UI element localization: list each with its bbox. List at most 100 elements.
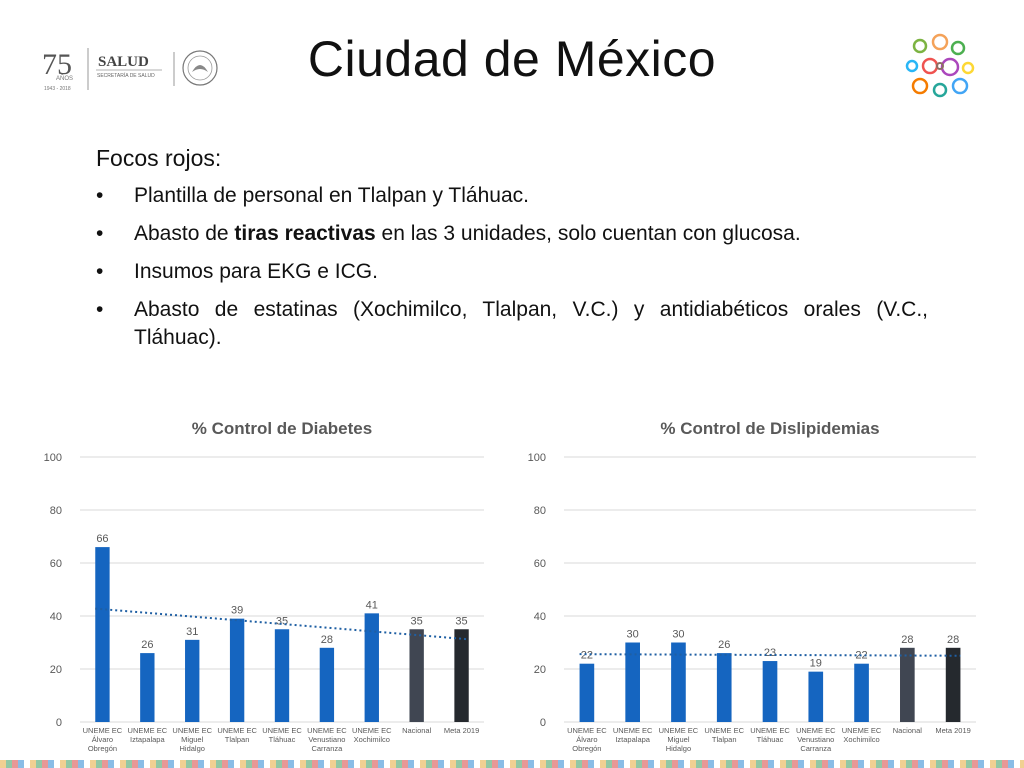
x-tick-label: Álvaro bbox=[92, 735, 113, 744]
data-label: 35 bbox=[276, 615, 288, 627]
x-tick-label: UNEME EC bbox=[842, 726, 882, 735]
bar bbox=[140, 653, 155, 722]
bar bbox=[854, 663, 869, 722]
x-tick-label: Meta 2019 bbox=[935, 726, 970, 735]
bullet-run-bold: tiras reactivas bbox=[234, 222, 376, 245]
x-tick-label: UNEME EC bbox=[567, 726, 607, 735]
bar bbox=[716, 653, 732, 722]
bar bbox=[274, 629, 290, 722]
y-tick-label: 20 bbox=[50, 664, 62, 676]
bar bbox=[454, 629, 469, 722]
bar bbox=[95, 547, 110, 722]
x-tick-label: UNEME EC bbox=[352, 726, 392, 735]
x-tick-label: Nacional bbox=[402, 726, 432, 735]
data-label: 35 bbox=[455, 615, 467, 627]
data-label: 30 bbox=[672, 629, 684, 641]
x-tick-label: Nacional bbox=[893, 726, 923, 735]
decorative-rings-icon bbox=[900, 30, 980, 110]
data-label: 28 bbox=[321, 634, 333, 646]
x-tick-label: Tláhuac bbox=[269, 735, 296, 744]
data-label: 39 bbox=[231, 605, 243, 617]
x-tick-label: Tláhuac bbox=[757, 735, 784, 744]
x-tick-label: Carranza bbox=[311, 744, 343, 753]
bullet-run: Abasto de estatinas (Xochimilco, Tlalpan… bbox=[134, 298, 928, 349]
bar bbox=[945, 647, 961, 722]
x-tick-label: UNEME EC bbox=[750, 726, 790, 735]
data-label: 31 bbox=[186, 626, 198, 638]
data-label: 23 bbox=[764, 647, 776, 659]
data-label: 19 bbox=[810, 658, 822, 670]
bullet-item: • Abasto de estatinas (Xochimilco, Tlalpa… bbox=[96, 296, 928, 352]
y-tick-label: 100 bbox=[528, 452, 546, 464]
x-tick-label: Xochimilco bbox=[354, 735, 390, 744]
y-tick-label: 100 bbox=[44, 452, 62, 464]
x-tick-label: Obregón bbox=[572, 744, 601, 753]
x-tick-label: UNEME EC bbox=[217, 726, 257, 735]
bullet-run: Abasto de bbox=[134, 222, 235, 245]
logo-years: 1943 - 2018 bbox=[44, 86, 71, 92]
data-label: 22 bbox=[581, 650, 593, 662]
y-tick-label: 60 bbox=[50, 558, 62, 570]
y-tick-label: 0 bbox=[540, 717, 546, 729]
x-tick-label: Obregón bbox=[88, 744, 117, 753]
bar bbox=[900, 647, 915, 722]
x-tick-label: Tlalpan bbox=[712, 735, 737, 744]
logo-anniversary-sub: AÑOS bbox=[56, 75, 73, 82]
data-label: 66 bbox=[96, 533, 108, 545]
bullet-dot: • bbox=[96, 260, 104, 283]
y-tick-label: 80 bbox=[50, 505, 62, 517]
slide-title: Ciudad de México bbox=[307, 31, 717, 87]
bullet-text-1: Abasto de tiras reactivas en las 3 unida… bbox=[134, 222, 801, 245]
dyslipidemia-chart: % Control de Dislipidemias 0 20 40 60 80 100 22… bbox=[520, 410, 996, 760]
logo-agency-sub: SECRETARÍA DE SALUD bbox=[97, 72, 155, 79]
bullet-dot: • bbox=[96, 184, 104, 207]
bar bbox=[579, 663, 595, 722]
bar bbox=[364, 613, 379, 722]
data-label: 26 bbox=[718, 639, 730, 651]
dyslipidemia-chart-svg: % Control de Dislipidemias 0 20 40 60 80 100 22… bbox=[528, 419, 976, 753]
data-label: 28 bbox=[901, 634, 913, 646]
bullet-item: • Abasto de tiras reactivas en las 3 unid… bbox=[96, 220, 928, 248]
x-tick-label: UNEME EC bbox=[172, 726, 212, 735]
x-tick-label: Hidalgo bbox=[666, 744, 691, 753]
diabetes-chart-svg: % Control de Diabetes 0 20 40 60 80 100 66 UNEME… bbox=[44, 419, 484, 753]
y-tick-label: 60 bbox=[534, 558, 546, 570]
logo-anniversary-number: 75 bbox=[42, 48, 72, 81]
y-tick-label: 20 bbox=[534, 664, 546, 676]
data-label: 41 bbox=[366, 599, 378, 611]
x-tick-label: Carranza bbox=[800, 744, 832, 753]
data-label: 35 bbox=[411, 615, 423, 627]
data-label: 26 bbox=[141, 639, 153, 651]
y-tick-label: 0 bbox=[56, 717, 62, 729]
x-tick-label: UNEME EC bbox=[613, 726, 653, 735]
bar bbox=[185, 639, 200, 722]
diabetes-chart: % Control de Diabetes 0 20 40 60 80 100 66 UNEME… bbox=[28, 410, 498, 760]
logo-agency: SALUD bbox=[98, 54, 149, 70]
bar bbox=[409, 629, 424, 722]
bullet-run: en las 3 unidades, solo cuentan con gluc… bbox=[375, 222, 801, 245]
x-tick-label: UNEME EC bbox=[128, 726, 168, 735]
bullet-run: Insumos para EKG e ICG. bbox=[134, 260, 378, 283]
bar bbox=[319, 647, 335, 722]
slide-content: Focos rojos: • Plantilla de personal en T… bbox=[96, 145, 928, 362]
bullet-list: • Plantilla de personal en Tlalpan y Tláh… bbox=[96, 182, 928, 352]
x-tick-label: UNEME EC bbox=[307, 726, 347, 735]
trendline bbox=[579, 653, 961, 657]
x-tick-label: Tlalpan bbox=[225, 735, 250, 744]
bar bbox=[808, 671, 824, 722]
bullet-item: • Plantilla de personal en Tlalpan y Tláh… bbox=[96, 182, 928, 210]
y-tick-label: 40 bbox=[50, 611, 62, 623]
footer-decorative-strip bbox=[0, 760, 1024, 768]
bullet-run: Plantilla de personal en Tlalpan y Tláhu… bbox=[134, 184, 529, 207]
bar bbox=[762, 661, 778, 722]
chart-title: % Control de Diabetes bbox=[192, 419, 372, 438]
x-tick-label: Miguel bbox=[667, 735, 689, 744]
bullet-text-2: Insumos para EKG e ICG. bbox=[134, 260, 378, 283]
x-tick-label: Iztapalapa bbox=[130, 735, 165, 744]
bar bbox=[671, 642, 686, 722]
x-tick-label: Xochimilco bbox=[843, 735, 879, 744]
government-logo: 75 AÑOS 1943 - 2018 SALUD SECRETARÍA DE … bbox=[40, 44, 230, 94]
x-tick-label: Álvaro bbox=[576, 735, 597, 744]
x-tick-label: Miguel bbox=[181, 735, 203, 744]
data-label: 28 bbox=[947, 634, 959, 646]
